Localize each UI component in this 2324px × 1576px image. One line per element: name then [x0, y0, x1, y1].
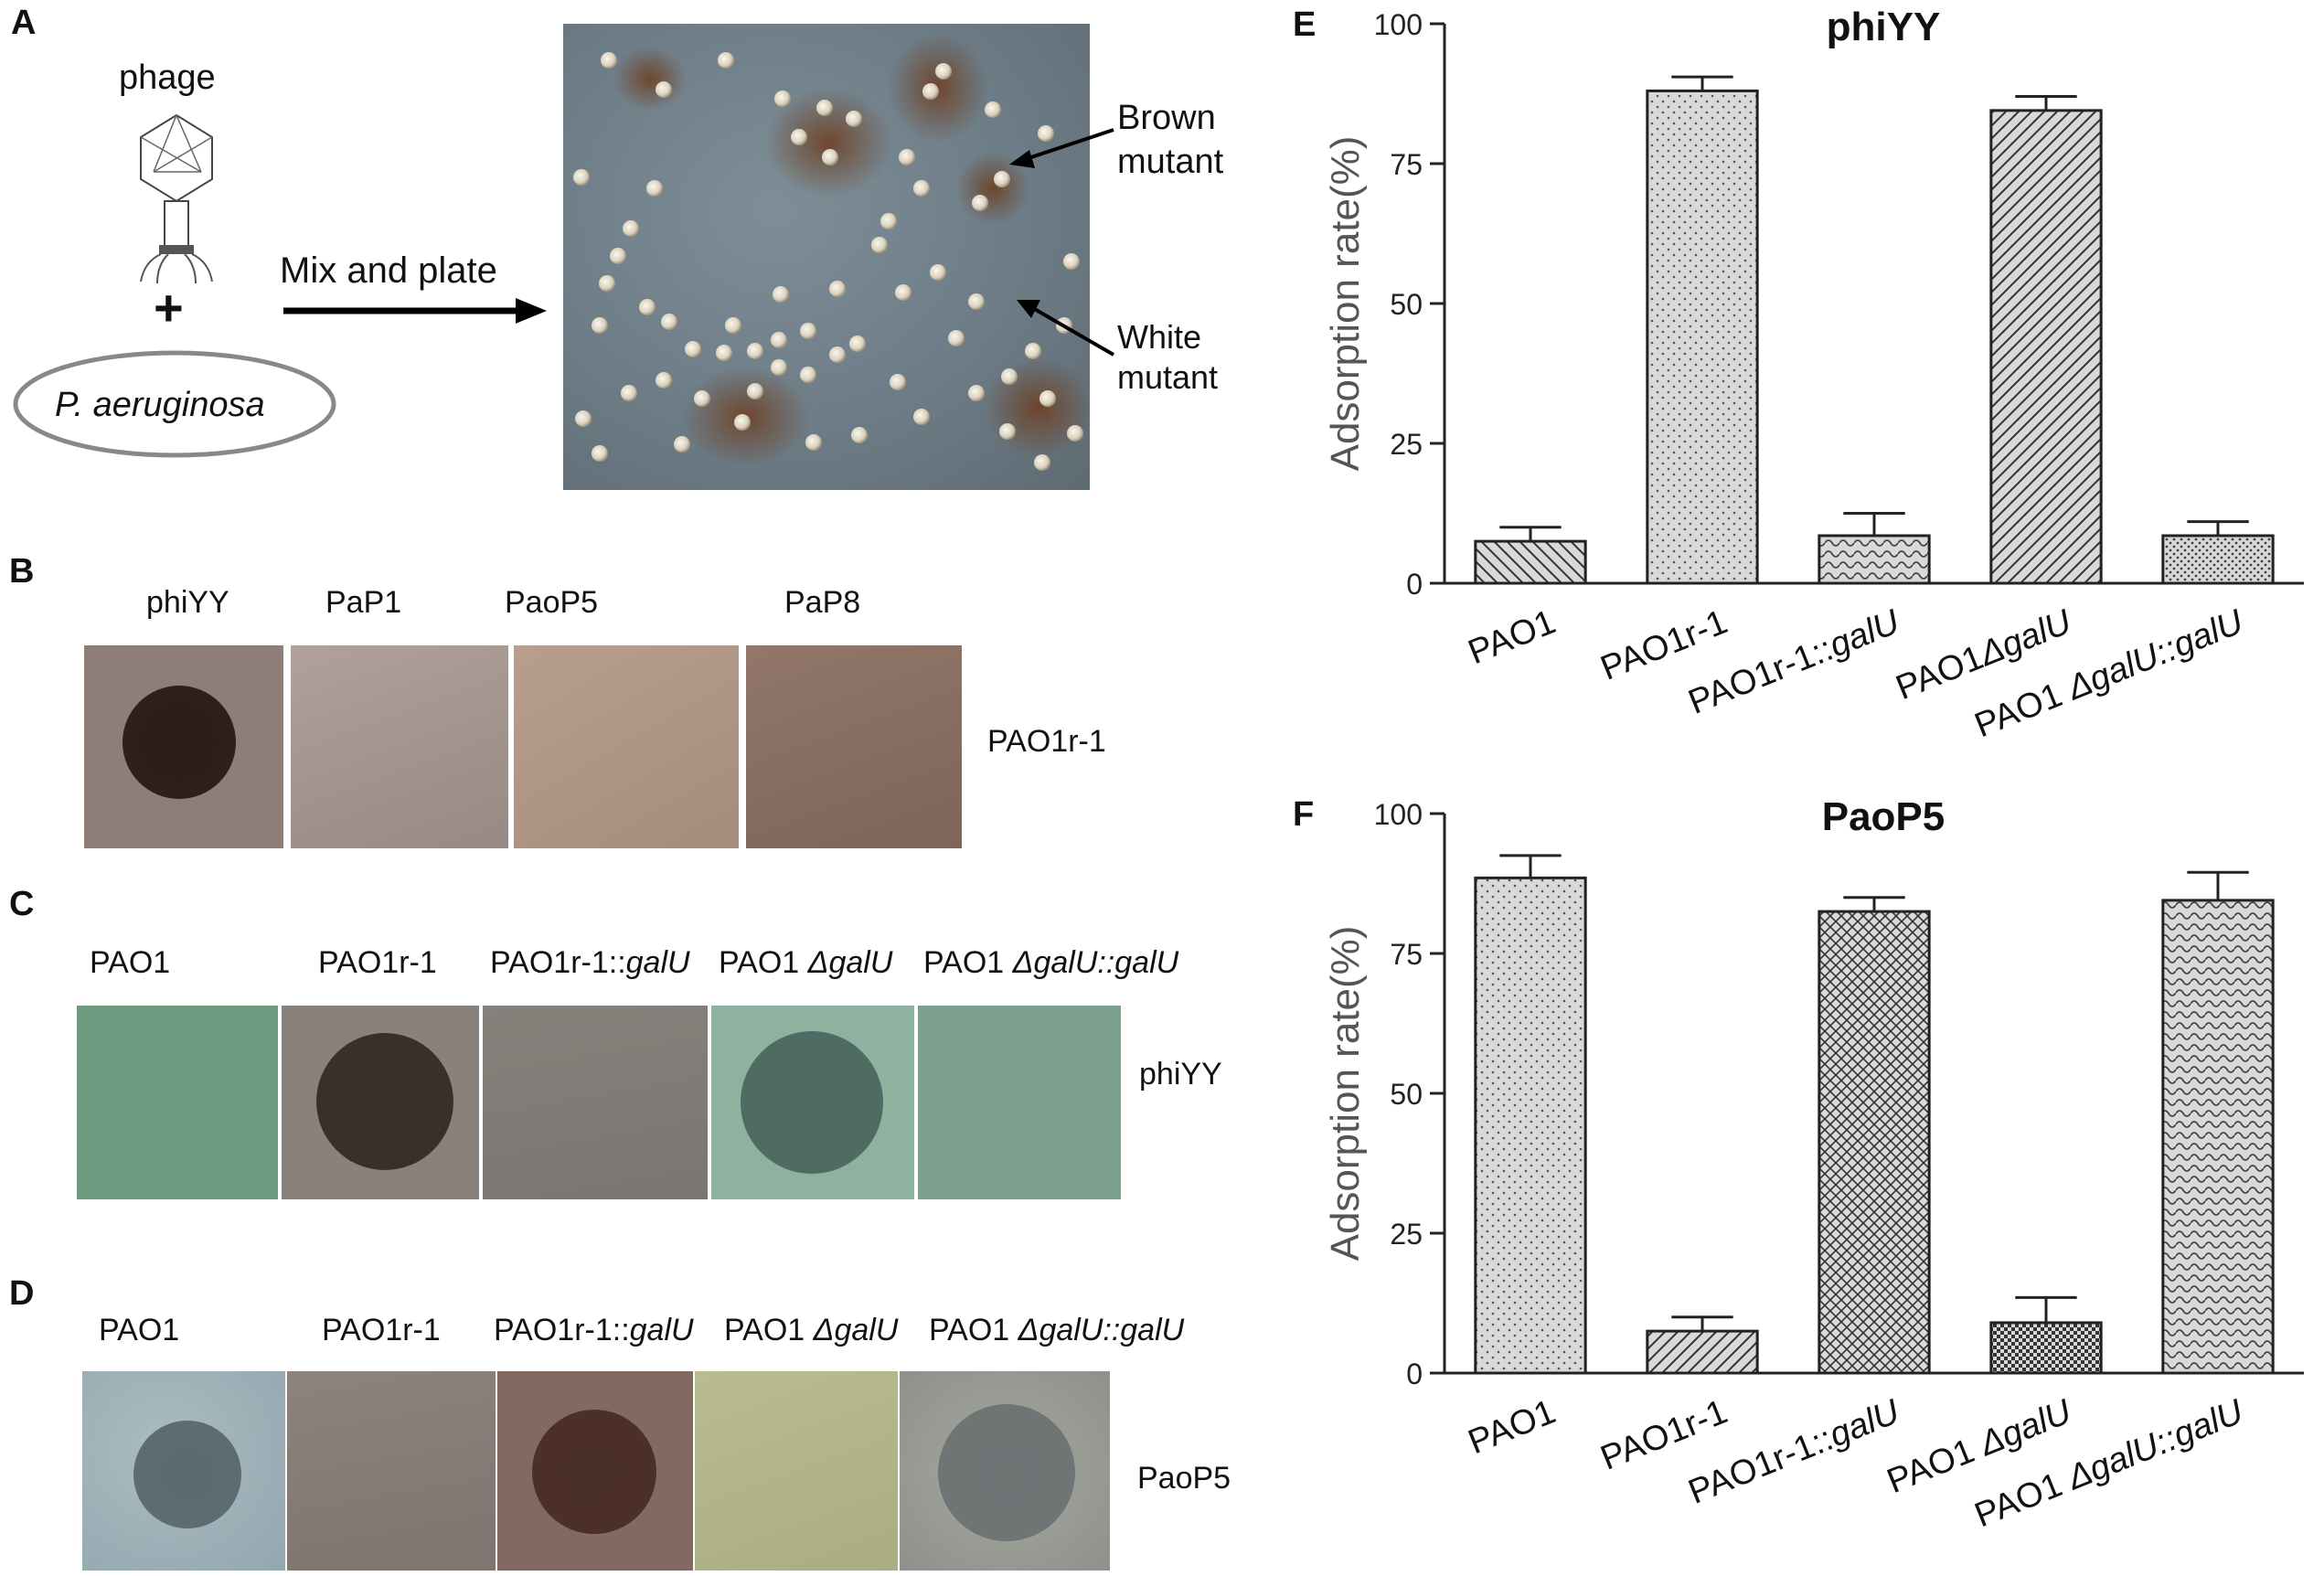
phage-icon: [140, 113, 213, 284]
bar: [2161, 534, 2275, 585]
c-plate-4: [711, 1006, 914, 1199]
b-col-label-4: PaP8: [784, 585, 861, 620]
d-strain-label-5: PAO1 ΔgalU::galU: [929, 1313, 1185, 1347]
b-col-label-2: PaP1: [325, 585, 402, 620]
c-strain-label-1: PAO1: [90, 945, 171, 980]
plaque: [938, 1404, 1075, 1541]
bar: [2161, 899, 2275, 1375]
d-row-label: PaoP5: [1137, 1461, 1231, 1496]
b-plate-2: [291, 645, 508, 848]
panel-letter-a: A: [11, 4, 37, 42]
pointer-arrows: [1009, 128, 1115, 357]
bar: [1474, 539, 1587, 585]
plaque: [532, 1410, 656, 1534]
plus-sign: +: [154, 279, 184, 336]
bar: [1818, 910, 1931, 1375]
panel-letter-e: E: [1293, 5, 1317, 44]
brown-mutant-label-2: mutant: [1117, 143, 1224, 181]
c-strain-label-2: PAO1r-1: [318, 945, 437, 980]
y-axis-label: Adsorption rate(%): [1323, 926, 1368, 1262]
x-tick-label: PAO1: [1463, 602, 1561, 672]
c-plate-5: [918, 1006, 1121, 1199]
phage-label: phage: [119, 59, 216, 97]
b-plate-4: [746, 645, 962, 848]
b-col-label-3: PaoP5: [505, 585, 599, 620]
b-plate-1: [84, 645, 283, 848]
bar: [1474, 876, 1587, 1375]
y-tick-label: 100: [1374, 8, 1423, 41]
y-axis-label: Adsorption rate(%): [1323, 136, 1368, 472]
c-plate-3: [483, 1006, 708, 1199]
b-row-label: PAO1r-1: [987, 724, 1106, 759]
y-tick-label: 25: [1390, 1218, 1423, 1251]
plaque: [741, 1031, 883, 1174]
c-row-label: phiYY: [1139, 1057, 1222, 1091]
colonies-illustration: [573, 33, 1090, 471]
panel-letter-d: D: [9, 1274, 35, 1313]
panel-letter-b: B: [9, 552, 35, 591]
y-tick-label: 50: [1390, 1078, 1423, 1111]
d-plate-2: [287, 1371, 496, 1571]
plate-photo: [563, 24, 1090, 490]
plaque: [123, 686, 236, 799]
c-plate-1: [77, 1006, 278, 1199]
y-tick-label: 0: [1406, 1358, 1423, 1390]
d-plate-5: [900, 1371, 1110, 1571]
bar: [1989, 1321, 2103, 1375]
d-strain-label-4: PAO1 ΔgalU: [724, 1313, 899, 1347]
plaque: [133, 1421, 241, 1528]
d-plate-3: [497, 1371, 693, 1571]
mix-and-plate-label: Mix and plate: [280, 250, 497, 291]
y-tick-label: 75: [1390, 148, 1423, 181]
x-tick-label: PAO1: [1463, 1392, 1561, 1462]
b-col-label-1: phiYY: [146, 585, 229, 620]
bacterium-ellipse: [13, 350, 336, 458]
d-plate-1: [82, 1371, 285, 1571]
c-strain-label-3: PAO1r-1::galU: [490, 945, 690, 980]
bacterium-label: P. aeruginosa: [55, 386, 265, 424]
d-strain-label-3: PAO1r-1::galU: [494, 1313, 694, 1347]
c-plate-2: [282, 1006, 479, 1199]
white-mutant-label-1: White: [1117, 318, 1202, 356]
bar: [1646, 89, 1759, 585]
c-strain-label-5: PAO1 ΔgalU::galU: [923, 945, 1179, 980]
d-strain-label-2: PAO1r-1: [322, 1313, 441, 1347]
d-strain-label-1: PAO1: [99, 1313, 180, 1347]
bar: [1818, 534, 1931, 585]
brown-mutant-label-1: Brown: [1117, 99, 1216, 137]
y-tick-label: 100: [1374, 798, 1423, 831]
y-tick-label: 50: [1390, 288, 1423, 321]
bar: [1989, 109, 2103, 585]
y-tick-label: 75: [1390, 938, 1423, 971]
d-plate-4: [695, 1371, 898, 1571]
plaque: [316, 1033, 453, 1170]
white-mutant-label-2: mutant: [1117, 358, 1219, 396]
chart-title: phiYY: [1827, 5, 1941, 49]
panel-letter-c: C: [9, 885, 35, 923]
bar: [1646, 1329, 1759, 1375]
chart-title: PaoP5: [1822, 794, 1946, 839]
c-strain-label-4: PAO1 ΔgalU: [719, 945, 893, 980]
y-tick-label: 25: [1390, 428, 1423, 461]
mix-arrow: [283, 298, 547, 324]
panel-letter-f: F: [1293, 795, 1315, 834]
y-tick-label: 0: [1406, 568, 1423, 601]
b-plate-3: [514, 645, 739, 848]
